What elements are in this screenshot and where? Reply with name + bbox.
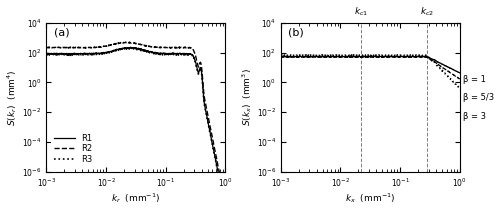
- R1: [152, 51, 158, 54]
- R3: [54, 53, 60, 55]
- R2: [44, 46, 50, 49]
- R2: [158, 46, 164, 49]
- R3: [152, 52, 158, 55]
- R2: [180, 46, 186, 49]
- R2: [122, 41, 128, 43]
- Text: β = 3: β = 3: [464, 112, 486, 121]
- R2: [198, 62, 204, 64]
- Y-axis label: $S(k_x)$  (mm$^3$): $S(k_x)$ (mm$^3$): [240, 68, 254, 126]
- Text: (a): (a): [54, 27, 70, 37]
- Line: R1: R1: [46, 47, 226, 209]
- Text: $k_{c1}$: $k_{c1}$: [354, 6, 368, 19]
- R3: [158, 53, 164, 55]
- R1: [222, 208, 228, 210]
- R1: [128, 46, 134, 49]
- R3: [198, 68, 204, 70]
- R2: [54, 46, 60, 49]
- R1: [158, 52, 164, 54]
- Text: β = 1: β = 1: [464, 75, 486, 84]
- R3: [148, 52, 154, 54]
- R2: [148, 45, 154, 48]
- R3: [222, 208, 228, 211]
- Legend: R1, R2, R3: R1, R2, R3: [50, 130, 96, 167]
- Text: β = 5/3: β = 5/3: [464, 93, 494, 102]
- R3: [128, 46, 134, 49]
- Line: R3: R3: [46, 48, 226, 210]
- R1: [180, 53, 186, 55]
- Line: R2: R2: [46, 42, 226, 203]
- R3: [180, 53, 186, 56]
- X-axis label: $k_r$  (mm$^{-1}$): $k_r$ (mm$^{-1}$): [112, 192, 160, 206]
- R1: [44, 52, 50, 55]
- Text: $k_{c2}$: $k_{c2}$: [420, 6, 434, 19]
- R2: [222, 202, 228, 204]
- R3: [44, 53, 50, 56]
- Y-axis label: $S(k_r)$  (mm$^4$): $S(k_r)$ (mm$^4$): [6, 69, 20, 126]
- X-axis label: $k_x$  (mm$^{-1}$): $k_x$ (mm$^{-1}$): [345, 192, 396, 206]
- R2: [152, 46, 158, 48]
- R1: [198, 67, 204, 70]
- R1: [54, 52, 60, 55]
- Text: (b): (b): [288, 27, 304, 37]
- R1: [148, 51, 154, 53]
